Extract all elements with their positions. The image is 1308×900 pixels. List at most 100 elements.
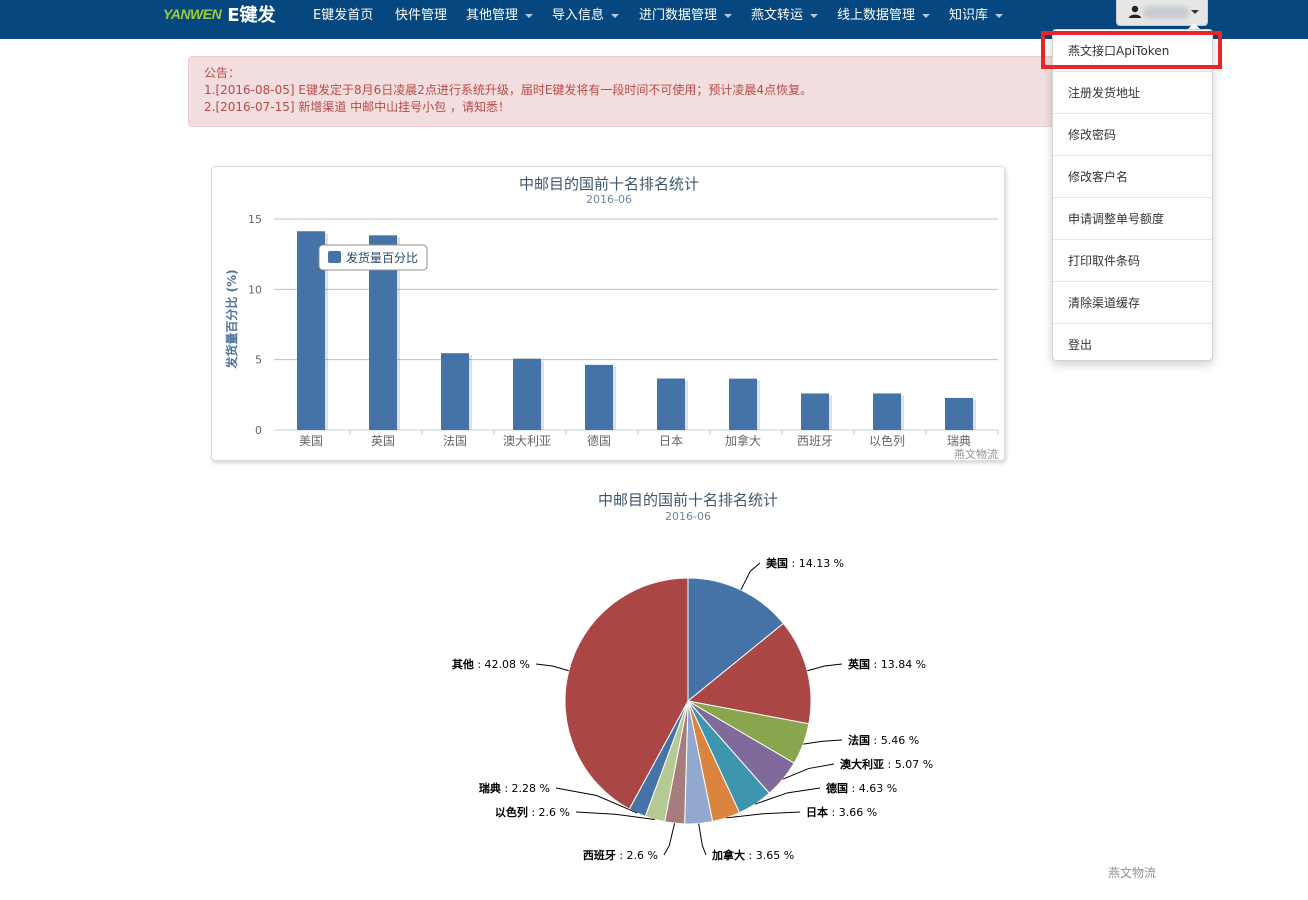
chart-legend[interactable]: 发货量百分比 [318,244,428,271]
nav-item-inbound-data[interactable]: 进门数据管理 [639,4,733,23]
menu-item-logout[interactable]: 登出 [1068,338,1093,352]
brand-name: E键发 [227,5,276,26]
x-tick-label: 以色列 [869,434,905,448]
connector-line [698,823,707,856]
pie-slice[interactable] [686,622,812,725]
connector-line [575,811,655,820]
bar[interactable] [873,393,901,430]
menu-item-api-token[interactable]: 燕文接口ApiToken [1053,30,1212,72]
user-menu-button[interactable] [1116,0,1208,26]
connector-line [803,739,843,745]
y-tick-label: 10 [248,283,262,296]
announcement-line: 1.[2016-08-05] E键发定于8月6日凌晨2点进行系统升级，届时E键发… [204,83,813,97]
chevron-down-icon [922,13,931,18]
announcement-title: 公告： [204,66,241,80]
data-label: 澳大利亚 : 5.07 % [840,757,933,771]
data-label: 加拿大 : 3.65 % [711,848,794,862]
connector-line [726,811,801,819]
nav-item-import[interactable]: 导入信息 [552,4,620,23]
nav-label: 线上数据管理 [837,8,916,23]
y-axis-label: 发货量百分比 (%) [224,269,239,369]
menu-item-change-customer-name[interactable]: 修改客户名 [1053,156,1212,198]
chart-credit[interactable]: 燕文物流 [954,447,998,461]
bar[interactable] [441,353,469,430]
data-label: 其他 : 42.08 % [452,657,530,671]
pie-chart-credit[interactable]: 燕文物流 [1108,866,1157,880]
connector-line [740,562,761,591]
announcement-line: 2.[2016-07-15] 新增渠道 中邮中山挂号小包 ，请知悉！ [204,100,510,114]
brand-logo: YANWEN [163,6,222,22]
menu-item-adjust-quota[interactable]: 申请调整单号额度 [1053,198,1212,240]
menu-item-change-password[interactable]: 修改密码 [1053,114,1212,156]
connector-line [754,787,821,805]
x-tick-label: 法国 [443,434,467,448]
data-label: 美国 : 14.13 % [766,556,844,570]
connector-line [663,823,676,856]
nav-label: E键发首页 [313,8,374,23]
pie-slice[interactable] [564,577,689,810]
data-label: 英国 : 13.84 % [847,657,926,671]
bar[interactable] [945,397,973,430]
data-label: 西班牙 : 2.6 % [583,848,658,862]
y-tick-label: 5 [255,354,262,367]
dropdown-arrow [1188,23,1200,29]
x-tick-label: 澳大利亚 [503,434,551,448]
pie-slice[interactable] [687,577,785,703]
connector-line [555,787,638,814]
menu-item-register-address[interactable]: 注册发货地址 [1053,72,1212,114]
menu-item-clear-cache[interactable]: 清除渠道缓存 [1053,282,1212,324]
nav-item-home[interactable]: E键发首页 [313,4,374,23]
x-tick-label: 瑞典 [947,434,971,448]
x-tick-label: 西班牙 [797,434,833,448]
announcement-box: 公告： 1.[2016-08-05] E键发定于8月6日凌晨2点进行系统升级，届… [188,56,1068,127]
y-tick-label: 15 [248,213,262,226]
bar-chart: 中邮目的国前十名排名统计 2016-06 0 5 10 15 美国 英国 法国 澳大利亚 德国… [224,175,999,461]
x-tick-label: 日本 [659,434,683,448]
legend-label: 发货量百分比 [346,250,418,265]
nav-label: 进门数据管理 [639,8,718,23]
pie-chart: 中邮目的国前十名排名统计 2016-06 美国 : 14.13 % 英国 : 13… [452,491,933,862]
nav-item-knowledge[interactable]: 知识库 [949,4,1004,23]
bar[interactable] [657,378,685,430]
highlight-annotation [1041,31,1222,69]
bar[interactable] [585,364,613,430]
menu-item-print-barcode[interactable]: 打印取件条码 [1053,240,1212,282]
x-tick-label: 德国 [587,433,611,448]
nav-label: 导入信息 [552,8,605,23]
nav-label: 燕文转运 [751,8,804,23]
brand[interactable]: YANWEN E键发 [163,2,275,26]
chart-subtitle: 2016-06 [586,193,632,206]
bar[interactable] [513,358,541,430]
data-label: 瑞典 : 2.28 % [479,781,550,795]
chevron-down-icon [525,13,534,18]
data-label: 法国 : 5.46 % [848,733,919,747]
username-redacted [1143,6,1189,19]
connector-line [807,663,843,672]
nav-label: 其他管理 [466,8,519,23]
nav-item-transfer[interactable]: 燕文转运 [751,4,819,23]
nav-item-other[interactable]: 其他管理 [466,4,534,23]
x-tick-label: 美国 [299,434,323,448]
data-label: 德国 : 4.63 % [825,781,897,795]
nav-item-online-data[interactable]: 线上数据管理 [837,4,931,23]
data-label: 以色列 : 2.6 % [495,805,570,819]
y-tick-label: 0 [255,424,262,437]
user-icon [1129,5,1141,18]
legend-swatch [328,251,341,263]
user-dropdown-menu: 燕文接口ApiToken 注册发货地址 修改密码 修改客户名 申请调整单号额度 … [1052,29,1213,361]
bar-chart-card: 中邮目的国前十名排名统计 2016-06 0 5 10 15 美国 英国 法国 澳大利亚 德国… [211,166,1005,461]
connector-line [535,663,569,672]
chevron-down-icon [611,13,620,18]
chevron-down-icon [1191,10,1199,14]
bar[interactable] [729,378,757,430]
chart-subtitle: 2016-06 [665,510,711,523]
nav-label: 知识库 [949,8,989,23]
chevron-down-icon [995,13,1004,18]
chart-title: 中邮目的国前十名排名统计 [598,491,778,509]
nav-item-express[interactable]: 快件管理 [395,4,447,23]
chevron-down-icon [810,13,819,18]
connector-line [782,763,835,780]
chart-title: 中邮目的国前十名排名统计 [519,175,699,193]
bar[interactable] [801,393,829,430]
x-tick-label: 加拿大 [725,433,761,448]
